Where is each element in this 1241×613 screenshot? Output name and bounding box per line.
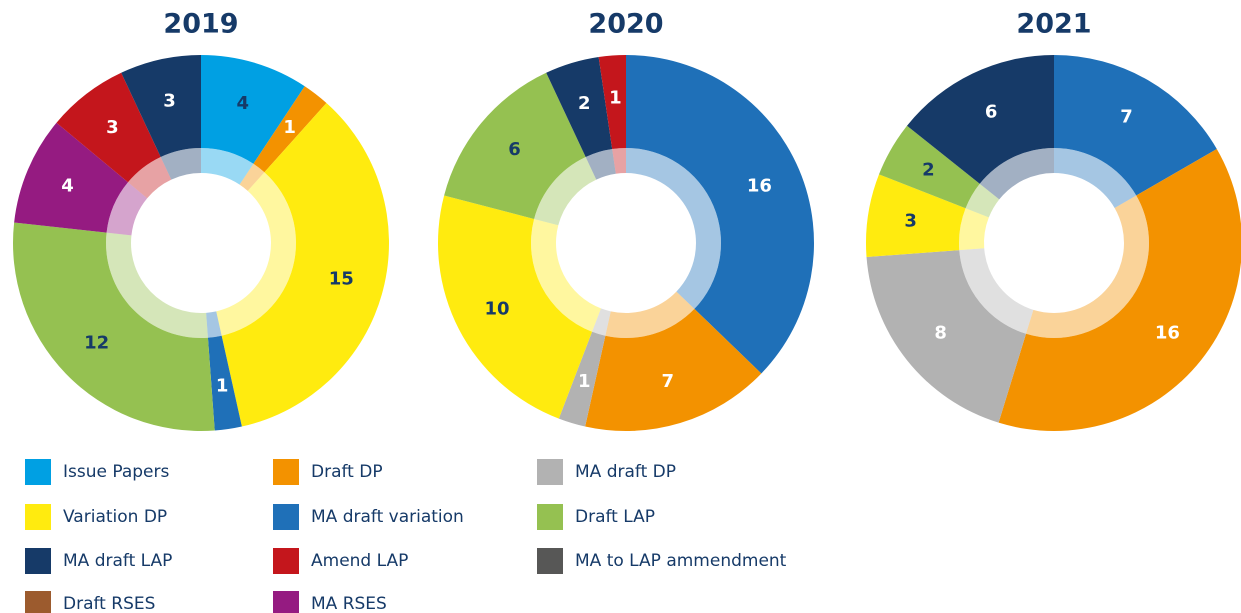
data-label: 1 xyxy=(578,371,591,392)
slice xyxy=(998,149,1241,431)
slice-inner xyxy=(626,148,722,309)
legend-label: Draft RSES xyxy=(63,594,155,613)
slice xyxy=(558,331,606,427)
legend-swatch xyxy=(273,591,299,613)
legend-swatch xyxy=(273,504,299,530)
legend-swatch xyxy=(273,548,299,574)
data-label: 2 xyxy=(922,160,935,181)
legend-swatch xyxy=(537,548,563,574)
slice-inner xyxy=(201,148,254,185)
slice-inner xyxy=(534,156,597,226)
slice xyxy=(866,174,966,258)
data-label: 3 xyxy=(904,210,917,231)
data-label: 12 xyxy=(84,333,109,354)
legend-label: Variation DP xyxy=(63,507,167,527)
slice-inner xyxy=(106,232,208,338)
data-label: 8 xyxy=(934,322,947,343)
slice xyxy=(907,55,1054,184)
slice-inner xyxy=(1054,148,1137,208)
slice xyxy=(1054,55,1217,196)
legend-swatch xyxy=(273,459,299,485)
chart-title: 2020 xyxy=(588,9,663,40)
slice-inner xyxy=(127,156,172,199)
slice xyxy=(56,72,161,183)
slice-inner xyxy=(106,182,148,236)
data-label: 1 xyxy=(216,375,229,396)
legend-label: MA to LAP ammendment xyxy=(575,551,787,571)
legend-label: MA draft LAP xyxy=(63,551,172,571)
data-label: 1 xyxy=(609,87,622,108)
legend-swatch xyxy=(537,459,563,485)
legend-swatch xyxy=(537,504,563,530)
chart-title: 2021 xyxy=(1016,9,1091,40)
data-label: 15 xyxy=(329,269,354,290)
slice-inner xyxy=(206,311,222,338)
data-label: 4 xyxy=(61,175,74,196)
data-label: 4 xyxy=(237,93,250,114)
data-label: 1 xyxy=(283,117,296,138)
legend-label: Draft LAP xyxy=(575,507,655,527)
legend-label: MA draft DP xyxy=(575,462,676,482)
slice-inner xyxy=(531,218,601,332)
data-label: 16 xyxy=(1155,322,1180,343)
slice xyxy=(221,102,390,427)
slice xyxy=(585,308,762,431)
slice-inner xyxy=(605,291,695,338)
legend-label: Draft DP xyxy=(311,462,383,482)
slice-inner xyxy=(965,183,1000,218)
slice xyxy=(121,55,201,157)
data-label: 6 xyxy=(508,139,521,160)
slice xyxy=(12,222,215,431)
slice xyxy=(598,55,626,150)
slice-inner xyxy=(216,172,297,336)
slice-inner xyxy=(959,208,989,251)
slice-inner xyxy=(585,149,616,180)
slice xyxy=(14,122,128,233)
slice xyxy=(253,86,327,173)
slice xyxy=(201,55,305,164)
slice-inner xyxy=(592,308,611,336)
legend-swatch xyxy=(25,459,51,485)
slice-inner xyxy=(979,148,1054,200)
slice xyxy=(207,335,242,431)
legend-swatch xyxy=(25,591,51,613)
slice-inner xyxy=(239,163,265,191)
data-label: 16 xyxy=(747,175,772,196)
chart-title: 2019 xyxy=(163,9,238,40)
slice-inner xyxy=(959,248,1034,334)
slice xyxy=(866,250,1026,423)
legend-label: MA RSES xyxy=(311,594,387,613)
data-label: 7 xyxy=(1120,106,1133,127)
data-label: 3 xyxy=(106,117,119,138)
data-label: 7 xyxy=(662,371,675,392)
legend-swatch xyxy=(25,548,51,574)
legend-swatch xyxy=(25,504,51,530)
slice-inner xyxy=(1025,195,1150,339)
data-label: 10 xyxy=(485,298,510,319)
slice xyxy=(878,125,980,209)
slice-inner xyxy=(160,148,201,180)
data-label: 6 xyxy=(985,101,998,122)
legend-label: Issue Papers xyxy=(63,462,170,482)
slice xyxy=(438,195,593,419)
data-label: 2 xyxy=(578,93,591,114)
slice-inner xyxy=(612,148,626,174)
legend-label: MA draft variation xyxy=(311,507,464,527)
legend-label: Amend LAP xyxy=(311,551,408,571)
slice xyxy=(444,72,586,219)
slice xyxy=(546,57,613,157)
slice xyxy=(626,55,814,374)
data-label: 3 xyxy=(163,90,176,111)
